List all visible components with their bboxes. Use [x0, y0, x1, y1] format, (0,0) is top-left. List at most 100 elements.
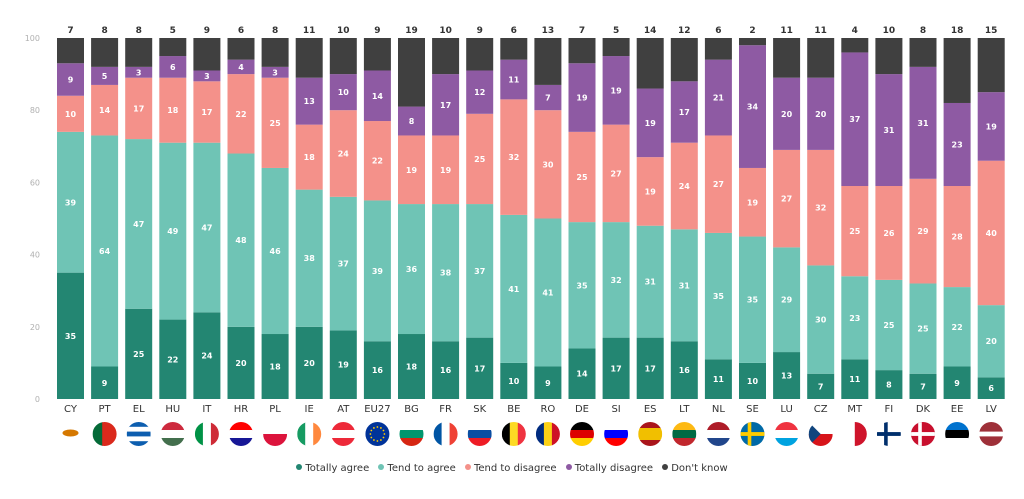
bar-segment-don-t-know	[943, 38, 971, 103]
italy-flag-icon	[194, 422, 219, 446]
bar-segment-tend-to-agree	[329, 196, 357, 331]
bar-segment-tend-to-agree	[363, 200, 391, 342]
data-label: 19	[406, 166, 418, 175]
bar-segment-tend-to-agree	[125, 139, 153, 309]
data-label: 3	[136, 68, 142, 77]
bar-segment-don-t-know	[534, 38, 562, 85]
bar-segment-totally-disagree	[602, 56, 630, 125]
bar-segment-tend-to-disagree	[261, 77, 289, 168]
bar-segment-totally-disagree	[500, 59, 528, 100]
x-tick-label: SI	[611, 404, 620, 415]
dont-know-label: 19	[405, 26, 418, 36]
x-axis-labels: CY PT EL HU IT HR PL IE AT EU27 BG FR SK BE RO DE SI ES LT…	[64, 404, 997, 415]
bar-nl: 11 35 27 21 6	[704, 26, 732, 399]
data-label: 8	[409, 117, 415, 126]
data-label: 39	[372, 267, 384, 276]
bar-segment-tend-to-disagree	[909, 178, 937, 284]
bar-segment-don-t-know	[875, 38, 903, 75]
bar-segment-don-t-know	[739, 38, 766, 46]
y-tick-label: 80	[30, 106, 40, 115]
dont-know-label: 6	[511, 26, 517, 36]
eu-flag-icon	[365, 422, 390, 446]
legend-swatch	[378, 464, 385, 470]
bar-segment-don-t-know	[398, 38, 425, 107]
bar-segment-tend-to-agree	[875, 279, 903, 371]
data-label: 25	[576, 173, 588, 182]
bar-segment-totally-disagree	[432, 74, 460, 136]
bar-pt: 9 64 14 5 8	[91, 26, 119, 399]
data-label: 20	[815, 110, 827, 119]
bar-segment-totally-agree	[432, 341, 460, 399]
spain-flag-icon	[638, 422, 663, 446]
bar-lu: 13 29 27 20 11	[773, 26, 801, 399]
dont-know-label: 8	[136, 26, 142, 36]
x-tick-label: EU27	[364, 404, 390, 415]
data-label: 22	[372, 157, 383, 166]
bar-segment-tend-to-disagree	[295, 124, 323, 190]
legend-swatch	[464, 464, 471, 470]
data-label: 6	[170, 63, 176, 72]
x-tick-label: DE	[575, 404, 589, 415]
dont-know-label: 7	[579, 26, 585, 36]
bar-segment-don-t-know	[807, 38, 835, 78]
bar-segment-totally-disagree	[91, 66, 119, 85]
data-label: 19	[576, 94, 588, 103]
bar-ie: 20 38 18 13 11	[295, 26, 323, 399]
x-tick-label: EE	[951, 404, 964, 415]
data-label: 3	[272, 68, 278, 77]
data-label: 41	[508, 285, 520, 294]
x-tick-label: CZ	[814, 404, 828, 415]
bar-segment-totally-disagree	[159, 56, 187, 78]
data-label: 9	[545, 379, 551, 388]
data-label: 5	[102, 72, 108, 81]
data-label: 19	[645, 119, 657, 128]
x-tick-label: HU	[165, 404, 180, 415]
data-label: 7	[545, 94, 551, 103]
data-label: 14	[372, 92, 384, 101]
data-label: 31	[645, 278, 657, 287]
dont-know-label: 4	[852, 26, 858, 36]
data-label: 4	[238, 63, 244, 72]
data-label: 12	[474, 88, 485, 97]
x-tick-label: HR	[234, 404, 249, 415]
x-tick-label: ES	[644, 404, 657, 415]
bar-segment-tend-to-disagree	[977, 160, 1005, 306]
data-label: 31	[917, 119, 929, 128]
bulgaria-flag-icon	[399, 422, 424, 446]
data-label: 20	[986, 337, 998, 346]
bar-segment-tend-to-disagree	[636, 157, 664, 226]
bar-segment-tend-to-agree	[57, 131, 84, 273]
dont-know-label: 15	[985, 26, 998, 36]
data-label: 7	[920, 382, 926, 391]
bar-segment-tend-to-agree	[295, 189, 323, 327]
bar-segment-totally-disagree	[534, 84, 562, 111]
data-label: 23	[849, 314, 860, 323]
x-tick-label: FI	[885, 404, 894, 415]
x-tick-label: EL	[133, 404, 145, 415]
dont-know-label: 11	[780, 26, 793, 36]
bar-fi: 8 25 26 31 10	[875, 26, 903, 399]
y-tick-label: 100	[25, 34, 40, 43]
x-tick-label: MT	[847, 404, 863, 415]
bar-segment-totally-disagree	[670, 81, 698, 143]
x-tick-label: NL	[712, 404, 725, 415]
bar-segment-totally-agree	[602, 337, 630, 399]
bar-segment-totally-disagree	[363, 70, 391, 122]
data-label: 20	[235, 359, 247, 368]
data-label: 25	[270, 119, 282, 128]
legend-label: Totally disagree	[574, 463, 654, 474]
legend-label: Tend to agree	[387, 463, 456, 474]
data-label: 32	[815, 204, 826, 213]
bar-segment-don-t-know	[57, 38, 84, 64]
bar-segment-totally-disagree	[466, 70, 494, 114]
bar-segment-tend-to-agree	[227, 153, 255, 327]
dont-know-label: 9	[477, 26, 483, 36]
dont-know-label: 10	[337, 26, 350, 36]
data-label: 22	[167, 355, 178, 364]
bar-segment-totally-disagree	[773, 77, 801, 150]
data-label: 37	[338, 260, 349, 269]
data-label: 29	[917, 227, 929, 236]
data-label: 10	[65, 110, 77, 119]
bar-segment-tend-to-agree	[704, 232, 732, 360]
data-label: 64	[99, 247, 111, 256]
